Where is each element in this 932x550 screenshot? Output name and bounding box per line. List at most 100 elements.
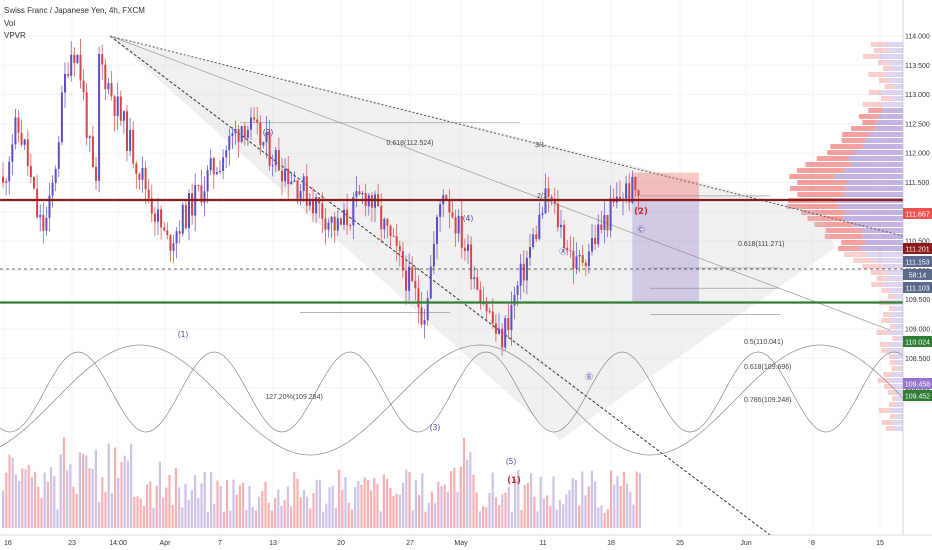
volume-bar	[638, 473, 641, 528]
candle-body	[575, 256, 578, 269]
volume-bar	[226, 480, 229, 528]
wave-label: Ⓑ	[585, 372, 593, 381]
volume-bar	[46, 481, 49, 528]
candle-body	[203, 191, 206, 203]
price-tag-label: 111.201	[905, 247, 929, 254]
volume-bar	[453, 468, 456, 528]
candle-body	[352, 197, 355, 226]
price-tag-label: 58:14	[909, 273, 927, 280]
position-stop-zone[interactable]	[632, 172, 699, 201]
upper-trendline[interactable]	[109, 35, 904, 237]
candle-body	[445, 195, 448, 201]
candle-body	[436, 216, 438, 244]
vpvr-bar-down	[842, 132, 870, 137]
volume-bar	[632, 504, 635, 528]
candle-body	[246, 129, 249, 138]
fib-label: 0.618(109.696)	[744, 364, 791, 371]
pitchfork-zone[interactable]	[110, 36, 835, 440]
volume-bar	[171, 504, 174, 528]
volume-bar	[606, 509, 609, 528]
volume-bar	[229, 510, 232, 528]
candle-body	[184, 204, 187, 229]
candle-body	[206, 170, 209, 192]
volume-bar	[568, 490, 571, 528]
volume-bar	[174, 468, 177, 528]
volume-bar	[85, 455, 88, 528]
wave-label: (4)	[463, 214, 474, 223]
candle-body	[618, 196, 621, 200]
volume-bar	[136, 496, 139, 528]
volume-bar	[395, 494, 398, 528]
volume-bar	[91, 469, 94, 528]
candle-body	[625, 183, 628, 199]
candle-body	[411, 266, 414, 281]
candle-body	[234, 129, 237, 134]
candle-body	[8, 161, 11, 182]
candle-body	[572, 250, 575, 269]
lower-trendline[interactable]	[109, 35, 771, 536]
x-tick-label: May	[454, 540, 468, 547]
candle-body	[408, 266, 411, 291]
volume-bar	[11, 458, 14, 528]
y-tick-label: 109.000	[905, 327, 930, 334]
volume-bar	[571, 477, 574, 528]
volume-bar	[78, 452, 81, 528]
vpvr-indicator-label[interactable]: VPVR	[4, 31, 26, 40]
wave-label: Ⓐ	[559, 247, 567, 256]
volume-bar	[142, 505, 145, 528]
cycle-wave-2[interactable]	[0, 344, 904, 456]
volume-bar	[373, 478, 376, 528]
price-tag	[903, 336, 932, 347]
candle-body	[250, 117, 252, 130]
vpvr-bar-down	[797, 168, 844, 173]
vpvr-bar-down	[870, 270, 886, 275]
volume-bar	[411, 510, 414, 528]
vpvr-bar-down	[876, 276, 889, 281]
volume-bar	[274, 498, 277, 528]
volume-bar	[523, 484, 526, 528]
volume-bar	[290, 506, 293, 528]
volume-bar	[139, 498, 142, 528]
volume-bar	[405, 469, 408, 528]
volume-bar	[478, 511, 481, 528]
vpvr-bar-down	[884, 384, 894, 389]
volume-bar	[312, 493, 315, 528]
volume-bar	[594, 481, 597, 528]
vpvr-bar-down	[851, 126, 876, 131]
position-target-zone[interactable]	[632, 200, 699, 303]
candle-body	[401, 250, 404, 271]
volume-bar	[517, 469, 520, 528]
volume-bar	[94, 449, 97, 528]
volume-bar	[5, 472, 8, 528]
volume-bar	[43, 472, 46, 528]
volume-indicator-label[interactable]: Vol	[4, 19, 16, 28]
x-tick-label: 20	[337, 540, 345, 547]
candle-body	[631, 177, 634, 203]
candle-body	[57, 142, 60, 169]
volume-bar	[27, 464, 30, 528]
volume-bar	[379, 511, 382, 528]
vpvr-bar-up	[873, 258, 903, 263]
volume-bar	[482, 505, 485, 528]
cycle-wave-1[interactable]	[0, 351, 904, 433]
candle-body	[197, 185, 200, 187]
volume-bar	[149, 481, 152, 528]
vpvr-bar-up	[862, 234, 903, 239]
vpvr-bar-up	[890, 318, 903, 323]
candle-body	[95, 166, 97, 181]
vpvr-bar-up	[875, 126, 903, 131]
candle-body	[88, 136, 91, 138]
volume-bar	[206, 511, 209, 528]
candle-body	[346, 209, 349, 226]
candle-body	[628, 183, 631, 203]
volume-bar	[456, 491, 459, 528]
wave-label: (1)	[178, 330, 189, 339]
volume-bar	[123, 455, 126, 528]
fan-line-2-1[interactable]	[109, 35, 891, 331]
vpvr-bar-down	[805, 162, 851, 167]
fib-label: 0.5(110.041)	[744, 339, 783, 346]
candle-body	[181, 204, 184, 234]
volume-bar	[414, 480, 417, 528]
time-axis[interactable]	[0, 535, 932, 550]
